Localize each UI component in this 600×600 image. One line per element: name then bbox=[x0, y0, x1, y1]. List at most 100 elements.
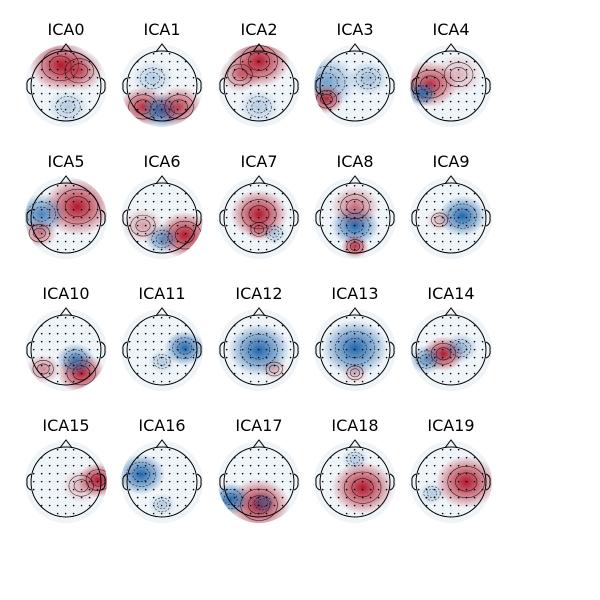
nose-outline bbox=[348, 175, 362, 185]
right-ear-outline bbox=[196, 341, 202, 359]
right-ear-outline bbox=[485, 473, 491, 491]
right-ear-outline bbox=[389, 77, 395, 95]
scalp-topomap bbox=[25, 439, 107, 523]
right-ear-outline bbox=[389, 473, 395, 491]
head-outline bbox=[319, 182, 391, 254]
negative-activation-region bbox=[341, 447, 369, 471]
topomap-panel: ICA11 bbox=[114, 284, 210, 396]
right-ear-outline bbox=[293, 473, 299, 491]
right-ear-outline bbox=[196, 473, 202, 491]
component-label: ICA4 bbox=[432, 20, 470, 39]
topomap-panel: ICA16 bbox=[114, 416, 210, 528]
component-label: ICA9 bbox=[432, 152, 470, 171]
nose-outline bbox=[444, 439, 458, 449]
scalp-topomap bbox=[121, 175, 203, 259]
negative-activation-region bbox=[47, 89, 89, 125]
component-label: ICA8 bbox=[336, 152, 374, 171]
component-label: ICA12 bbox=[235, 284, 283, 303]
positive-activation-region bbox=[331, 461, 394, 514]
scalp-topomap bbox=[25, 175, 107, 259]
right-ear-outline bbox=[100, 473, 106, 491]
nose-outline bbox=[252, 307, 266, 317]
component-label: ICA2 bbox=[240, 20, 278, 39]
scalp-topomap bbox=[121, 307, 203, 391]
topomap-panel: ICA7 bbox=[211, 152, 307, 264]
topomap-panel: ICA14 bbox=[403, 284, 499, 396]
right-ear-outline bbox=[293, 209, 299, 227]
positive-activation-region bbox=[260, 357, 288, 381]
positive-activation-region bbox=[331, 186, 379, 227]
head-outline bbox=[319, 50, 391, 122]
right-ear-outline bbox=[100, 77, 106, 95]
scalp-topomap bbox=[218, 175, 300, 259]
nose-outline bbox=[444, 175, 458, 185]
component-label: ICA11 bbox=[138, 284, 186, 303]
nose-outline bbox=[155, 439, 169, 449]
left-ear-outline bbox=[219, 77, 225, 95]
scalp-topomap bbox=[218, 43, 300, 127]
scalp-topomap bbox=[314, 307, 396, 391]
positive-activation-region bbox=[122, 208, 164, 244]
negative-activation-region bbox=[148, 493, 176, 517]
head-outline bbox=[319, 446, 391, 518]
topomap-panel: ICA15 bbox=[18, 416, 114, 528]
scalp-topomap bbox=[410, 43, 492, 127]
head-outline bbox=[126, 50, 198, 122]
topomap-panel: ICA13 bbox=[307, 284, 403, 396]
scalp-topomap bbox=[25, 43, 107, 127]
component-label: ICA13 bbox=[331, 284, 379, 303]
positive-activation-region bbox=[219, 57, 261, 93]
negative-activation-region bbox=[148, 349, 176, 374]
scalp-topomap bbox=[25, 307, 107, 391]
scalp-topomap bbox=[410, 175, 492, 259]
topomap-panel: ICA2 bbox=[211, 20, 307, 132]
component-label: ICA16 bbox=[138, 416, 186, 435]
scalp-topomap bbox=[121, 439, 203, 523]
right-ear-outline bbox=[293, 341, 299, 359]
positive-activation-region bbox=[26, 354, 61, 384]
negative-activation-region bbox=[443, 333, 478, 363]
scalp-topomap bbox=[410, 439, 492, 523]
negative-activation-region bbox=[56, 343, 95, 376]
left-ear-outline bbox=[411, 473, 417, 491]
left-ear-outline bbox=[122, 77, 128, 95]
topomap-panel: ICA4 bbox=[403, 20, 499, 132]
right-ear-outline bbox=[196, 209, 202, 227]
right-ear-outline bbox=[485, 77, 491, 95]
head-outline bbox=[415, 182, 487, 254]
left-ear-outline bbox=[122, 473, 128, 491]
component-label: ICA6 bbox=[143, 152, 181, 171]
component-label: ICA0 bbox=[47, 20, 85, 39]
nose-outline bbox=[252, 43, 266, 53]
nose-outline bbox=[59, 307, 73, 317]
nose-outline bbox=[252, 175, 266, 185]
head-outline bbox=[319, 314, 391, 386]
topomap-panel: ICA17 bbox=[211, 416, 307, 528]
topomap-panel: ICA3 bbox=[307, 20, 403, 132]
nose-outline bbox=[348, 439, 362, 449]
head-outline bbox=[126, 314, 198, 386]
positive-activation-region bbox=[60, 468, 102, 504]
negative-activation-region bbox=[121, 454, 166, 495]
left-ear-outline bbox=[219, 209, 225, 227]
right-ear-outline bbox=[485, 341, 491, 359]
head-outline bbox=[415, 446, 487, 518]
topomap-panel: ICA5 bbox=[18, 152, 114, 264]
component-label: ICA17 bbox=[235, 416, 283, 435]
topomap-panel: ICA0 bbox=[18, 20, 114, 132]
right-ear-outline bbox=[485, 209, 491, 227]
nose-outline bbox=[444, 307, 458, 317]
nose-outline bbox=[444, 43, 458, 53]
right-ear-outline bbox=[196, 77, 202, 95]
scalp-topomap bbox=[121, 43, 203, 127]
left-ear-outline bbox=[411, 341, 417, 359]
negative-activation-region bbox=[410, 80, 438, 107]
left-ear-outline bbox=[315, 341, 321, 359]
head-outline bbox=[223, 314, 295, 386]
component-label: ICA1 bbox=[143, 20, 181, 39]
scalp-topomap bbox=[314, 439, 396, 523]
right-ear-outline bbox=[100, 209, 106, 227]
scalp-topomap bbox=[218, 307, 300, 391]
head-outline bbox=[30, 182, 102, 254]
